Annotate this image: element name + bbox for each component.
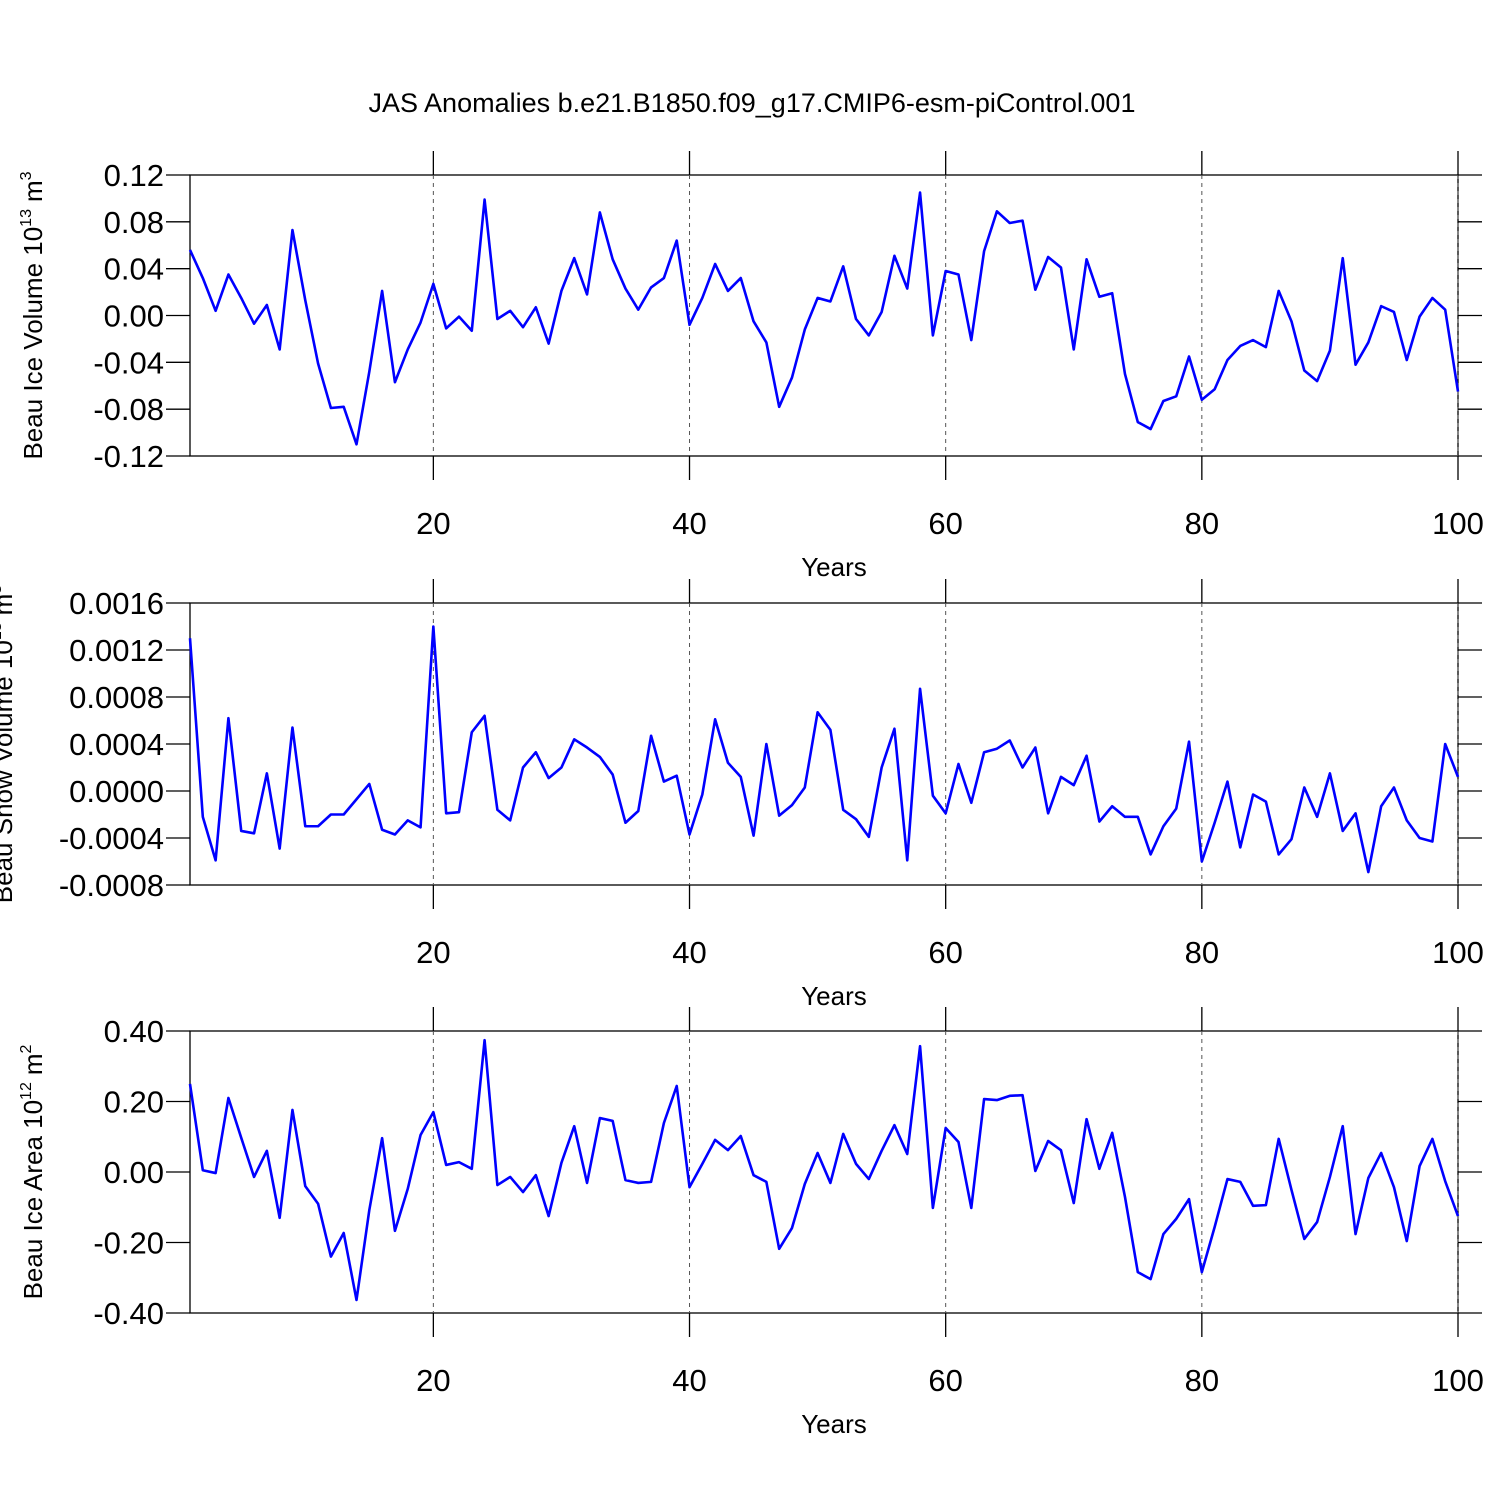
y-tick-label: 0.04 [104,252,164,287]
y-tick-label: -0.12 [93,439,164,474]
y-label-text: Beau Ice Volume 10 [18,227,48,460]
y-label-unit-exponent: 2 [18,1044,35,1053]
x-tick-label: 40 [672,935,706,970]
y-tick-label: -0.0004 [59,821,164,856]
x-tick-label: 80 [1185,1363,1219,1398]
x-tick-label: 80 [1185,506,1219,541]
y-label-text: Beau Snow Volume 10 [0,640,18,903]
y-tick-label: 0.0000 [69,774,164,809]
x-tick-label: 40 [672,1363,706,1398]
y-tick-label: 0.0004 [69,727,164,762]
x-axis-label: Years [801,552,867,582]
x-tick-label: 100 [1432,1363,1484,1398]
y-label-text: Beau Ice Area 10 [18,1100,48,1299]
y-tick-label: -0.08 [93,392,164,427]
y-label-unit: m [18,1053,48,1075]
data-line [188,191,1460,446]
y-axis-label: Beau Ice Area 1012 m2 [18,1044,48,1299]
plot-frame [189,1030,1459,1314]
data-line [188,625,1460,874]
x-tick-label: 20 [416,1363,450,1398]
plot-frame [189,602,1459,886]
y-axis-label: Beau Snow Volume 1013 m3 [0,585,18,904]
y-axis-label: Beau Ice Volume 1013 m3 [18,171,48,459]
x-tick-label: 100 [1432,506,1484,541]
y-label-unit-exponent: 3 [0,585,5,594]
x-tick-label: 20 [416,506,450,541]
y-label-exponent: 12 [18,1082,35,1100]
x-axis-label: Years [801,1409,867,1439]
x-tick-label: 80 [1185,935,1219,970]
x-axis-label: Years [801,981,867,1011]
x-tick-label: 60 [928,506,962,541]
y-tick-label: 0.00 [104,299,164,334]
y-tick-label: 0.0016 [69,586,164,621]
y-label-unit: m [18,180,48,202]
y-label-unit: m [0,594,18,616]
y-tick-label: -0.20 [93,1226,164,1261]
y-tick-label: 0.0008 [69,680,164,715]
y-label-exponent: 13 [0,622,5,640]
y-label-unit-exponent: 3 [18,171,35,180]
y-tick-label: 0.0012 [69,633,164,668]
y-tick-label: 0.12 [104,158,164,193]
y-tick-label: 0.08 [104,205,164,240]
x-tick-label: 20 [416,935,450,970]
x-tick-label: 100 [1432,935,1484,970]
data-line [188,1038,1460,1302]
y-tick-label: 0.00 [104,1155,164,1190]
y-label-exponent: 13 [18,209,35,227]
x-tick-label: 40 [672,506,706,541]
y-tick-label: -0.04 [93,345,164,380]
y-tick-label: 0.20 [104,1085,164,1120]
y-tick-label: -0.40 [93,1296,164,1331]
chart-title: JAS Anomalies b.e21.B1850.f09_g17.CMIP6-… [369,88,1136,118]
x-tick-label: 60 [928,935,962,970]
y-tick-label: 0.40 [104,1014,164,1049]
y-tick-label: -0.0008 [59,868,164,903]
x-tick-label: 60 [928,1363,962,1398]
plot-frame [189,174,1459,457]
